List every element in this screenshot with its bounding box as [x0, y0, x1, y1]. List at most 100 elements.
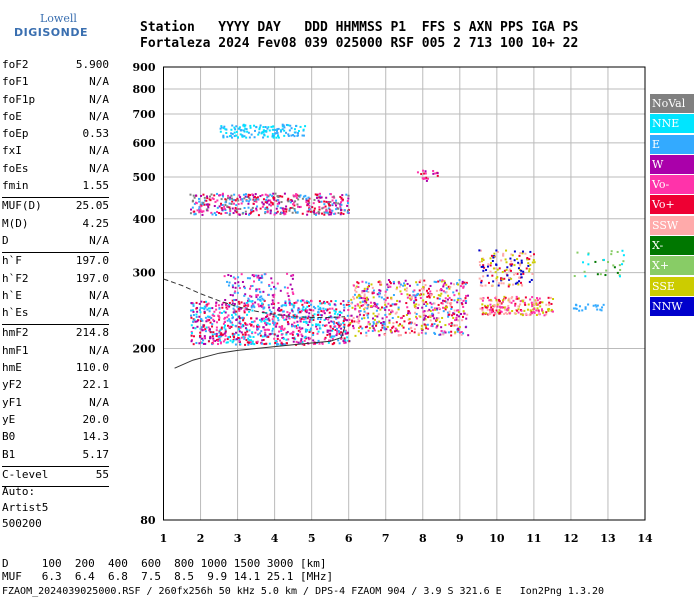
- echo-point: [346, 200, 349, 203]
- echo-point: [440, 280, 443, 283]
- echo-point: [313, 207, 316, 210]
- echo-point: [333, 309, 336, 312]
- echo-point: [443, 300, 446, 303]
- echo-point: [310, 300, 313, 303]
- echo-point: [272, 315, 275, 318]
- echo-point: [301, 303, 304, 306]
- echo-point: [264, 316, 267, 319]
- echo-point: [301, 134, 304, 137]
- echo-point: [273, 285, 276, 288]
- echo-point: [329, 200, 332, 203]
- echo-point: [340, 327, 343, 330]
- echo-point: [236, 197, 239, 200]
- echo-point: [538, 302, 541, 305]
- echo-point: [434, 172, 437, 175]
- echo-point: [333, 212, 336, 215]
- echo-point: [353, 297, 356, 300]
- echo-point: [458, 279, 461, 282]
- echo-point: [235, 298, 238, 301]
- echo-point: [422, 169, 425, 172]
- echo-point: [596, 308, 599, 311]
- echo-point: [296, 211, 299, 214]
- echo-point: [455, 318, 458, 321]
- echo-point: [572, 307, 575, 310]
- echo-point: [347, 202, 350, 205]
- echo-point: [359, 332, 362, 335]
- echo-point: [252, 210, 255, 213]
- echo-point: [464, 297, 467, 300]
- echo-point: [395, 288, 398, 291]
- echo-point: [491, 308, 494, 311]
- param-name: h`E: [2, 288, 22, 302]
- echo-point: [447, 285, 450, 288]
- echo-point: [280, 329, 283, 332]
- echo-point: [517, 297, 520, 300]
- echo-point: [308, 301, 311, 304]
- echo-point: [250, 209, 253, 212]
- echo-point: [421, 177, 424, 180]
- echo-point: [295, 316, 298, 319]
- echo-point: [520, 259, 523, 262]
- echo-point: [342, 321, 345, 324]
- echo-point: [446, 298, 449, 301]
- echo-point: [198, 309, 201, 312]
- echo-point: [305, 322, 308, 325]
- echo-point: [410, 330, 413, 333]
- echo-point: [322, 206, 325, 209]
- echo-point: [235, 134, 238, 137]
- echo-point: [237, 284, 240, 287]
- echo-point: [396, 299, 399, 302]
- echo-point: [375, 322, 378, 325]
- echo-point: [456, 315, 459, 318]
- echo-point: [599, 273, 602, 276]
- y-tick-label: 800: [133, 83, 156, 96]
- echo-point: [326, 330, 329, 333]
- echo-point: [352, 284, 355, 287]
- echo-point: [276, 210, 279, 213]
- echo-point: [459, 298, 462, 301]
- echo-point: [281, 207, 284, 210]
- echo-point: [366, 286, 369, 289]
- echo-point: [296, 299, 299, 302]
- echo-point: [465, 294, 468, 297]
- echo-point: [340, 201, 343, 204]
- echo-point: [196, 310, 199, 313]
- echo-point: [413, 300, 416, 303]
- echo-point: [478, 249, 481, 252]
- echo-point: [274, 212, 277, 215]
- echo-point: [374, 314, 377, 317]
- echo-point: [446, 311, 449, 314]
- echo-point: [252, 325, 255, 328]
- echo-point: [486, 274, 489, 277]
- echo-point: [357, 304, 360, 307]
- echo-point: [243, 294, 246, 297]
- echo-point: [460, 302, 463, 305]
- echo-point: [196, 325, 199, 328]
- echo-point: [384, 325, 387, 328]
- echo-point: [443, 330, 446, 333]
- echo-point: [266, 206, 269, 209]
- echo-point: [219, 328, 222, 331]
- echo-point: [237, 199, 240, 202]
- echo-point: [244, 333, 247, 336]
- echo-point: [334, 201, 337, 204]
- echo-point: [211, 335, 214, 338]
- echo-point: [210, 193, 213, 196]
- echo-point: [251, 284, 254, 287]
- param-separator: [2, 324, 109, 326]
- echo-point: [622, 260, 625, 263]
- echo-point: [240, 331, 243, 334]
- echo-point: [489, 262, 492, 265]
- echo-point: [343, 209, 346, 212]
- echo-point: [238, 302, 241, 305]
- echo-point: [327, 321, 330, 324]
- echo-point: [384, 333, 387, 336]
- echo-point: [363, 300, 366, 303]
- echo-point: [235, 310, 238, 313]
- echo-point: [264, 333, 267, 336]
- echo-point: [450, 282, 453, 285]
- echo-point: [243, 309, 246, 312]
- echo-point: [227, 194, 230, 197]
- echo-point: [194, 320, 197, 323]
- echo-point: [286, 286, 289, 289]
